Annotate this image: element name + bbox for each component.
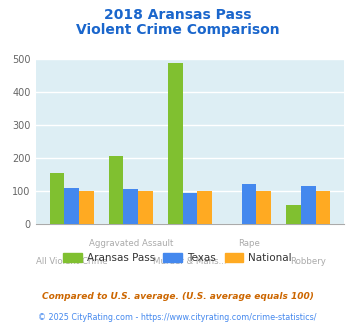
Bar: [50, 173, 64, 224]
Text: © 2025 CityRating.com - https://www.cityrating.com/crime-statistics/: © 2025 CityRating.com - https://www.city…: [38, 313, 317, 322]
Bar: [286, 205, 301, 224]
Bar: [256, 191, 271, 224]
Bar: [182, 193, 197, 224]
Bar: [301, 186, 316, 224]
Bar: [64, 188, 79, 224]
Legend: Aransas Pass, Texas, National: Aransas Pass, Texas, National: [59, 248, 296, 267]
Text: Compared to U.S. average. (U.S. average equals 100): Compared to U.S. average. (U.S. average …: [42, 292, 313, 301]
Text: Violent Crime Comparison: Violent Crime Comparison: [76, 23, 279, 37]
Text: Murder & Mans...: Murder & Mans...: [153, 257, 227, 266]
Text: Robbery: Robbery: [290, 257, 326, 266]
Bar: [316, 191, 330, 224]
Bar: [109, 156, 124, 224]
Bar: [168, 63, 182, 224]
Text: All Violent Crime: All Violent Crime: [36, 257, 108, 266]
Bar: [124, 189, 138, 224]
Text: Aggravated Assault: Aggravated Assault: [89, 239, 173, 248]
Bar: [138, 191, 153, 224]
Text: 2018 Aransas Pass: 2018 Aransas Pass: [104, 8, 251, 22]
Bar: [197, 191, 212, 224]
Text: Rape: Rape: [238, 239, 260, 248]
Bar: [242, 184, 256, 224]
Bar: [79, 191, 94, 224]
